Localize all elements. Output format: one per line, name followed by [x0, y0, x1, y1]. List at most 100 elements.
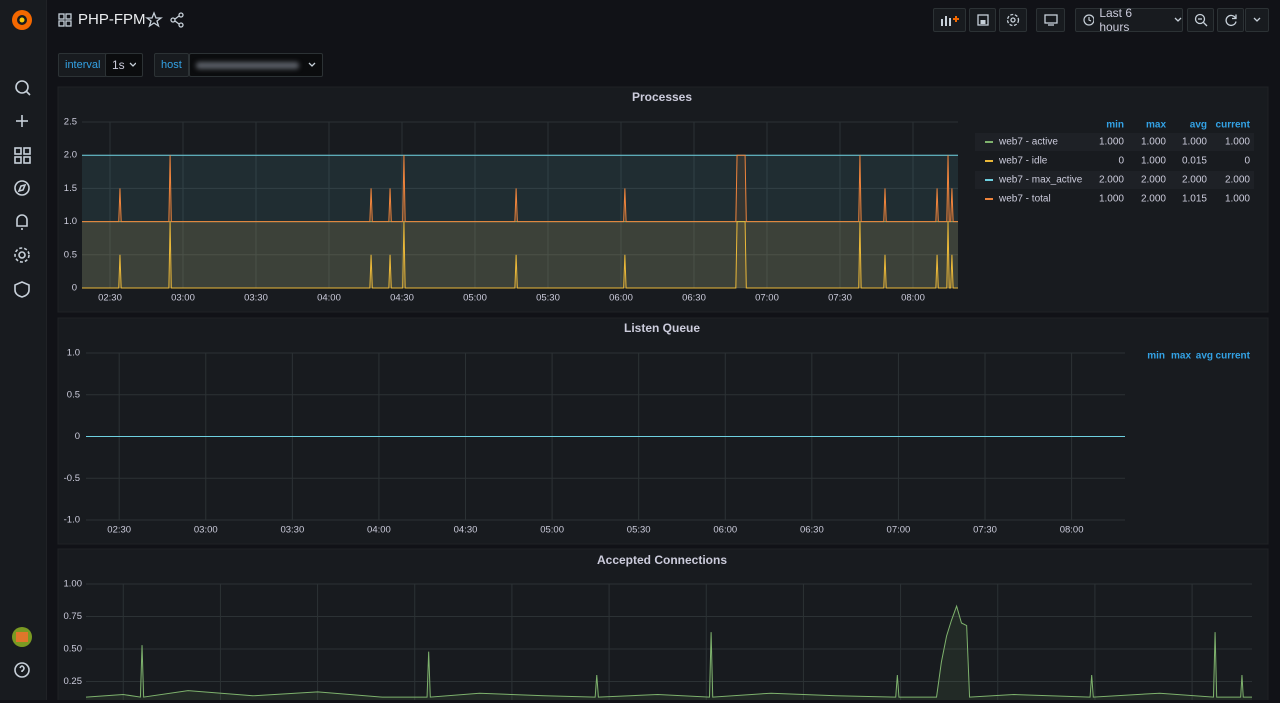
zoom-out-button[interactable] — [1187, 8, 1214, 32]
x-tick-label: 07:30 — [828, 293, 852, 304]
x-tick-label: 06:00 — [713, 525, 737, 536]
series-line — [85, 604, 1252, 698]
blurred-value — [196, 61, 299, 69]
x-tick-label: 07:00 — [887, 525, 911, 536]
refresh-interval-button[interactable] — [1245, 8, 1269, 32]
legend-value: 2.000 — [1182, 175, 1207, 186]
y-tick-label: -0.5 — [64, 473, 80, 484]
add-panel-icon — [940, 16, 959, 26]
share-icon[interactable] — [170, 12, 184, 28]
search-icon[interactable] — [15, 80, 31, 96]
y-tick-label: 1.0 — [67, 348, 80, 359]
x-tick-label: 06:30 — [682, 293, 706, 304]
legend-value: 1.015 — [1182, 194, 1207, 205]
legend-label: web7 - max_active — [998, 175, 1083, 186]
chevron — [308, 62, 315, 67]
legend-row — [975, 171, 1254, 189]
clock-icon — [1083, 14, 1095, 26]
legend-value: 2.000 — [1141, 175, 1166, 186]
area — [82, 221, 958, 288]
x-tick-label: 02:30 — [98, 293, 122, 304]
variable-dropdown[interactable]: 1s — [105, 53, 143, 77]
legend-label: web7 - idle — [998, 156, 1048, 167]
y-tick-label: 1.00 — [64, 579, 83, 590]
x-tick-label: 04:00 — [367, 525, 391, 536]
x-tick-label: 06:30 — [800, 525, 824, 536]
sidebar — [0, 0, 47, 700]
dashboard-title[interactable]: PHP-FPM — [78, 11, 146, 28]
legend-column-header: avg — [1190, 120, 1207, 131]
y-tick-label: 2.5 — [64, 117, 77, 128]
x-tick-label: 05:00 — [463, 293, 487, 304]
x-tick-label: 08:00 — [1060, 525, 1084, 536]
help-icon[interactable] — [14, 662, 30, 678]
x-tick-label: 05:00 — [540, 525, 564, 536]
refresh-icon — [1224, 14, 1237, 27]
zoom-out-icon — [1194, 13, 1207, 27]
variable-dropdown[interactable] — [189, 53, 323, 77]
x-tick-label: 07:30 — [973, 525, 997, 536]
x-tick-label: 03:00 — [194, 525, 218, 536]
user-avatar[interactable] — [12, 627, 32, 647]
y-tick-label: 0.5 — [64, 249, 77, 260]
series-line — [82, 154, 958, 223]
legend-value: 1.000 — [1099, 137, 1124, 148]
panel-title: Processes — [632, 90, 692, 104]
x-tick-label: 05:30 — [627, 525, 651, 536]
add-panel-button[interactable] — [933, 8, 966, 32]
config-icon[interactable] — [14, 247, 30, 263]
panel-title: Accepted Connections — [597, 553, 727, 567]
tv-icon — [1043, 14, 1058, 26]
legend-column-header: max — [1146, 120, 1166, 131]
dashboards-icon[interactable] — [14, 147, 31, 164]
y-tick-label: 1.0 — [64, 216, 77, 227]
y-tick-label: 0.75 — [64, 611, 83, 622]
time-range: Last 6 hours — [1099, 6, 1133, 34]
legend-value: 1.000 — [1141, 137, 1166, 148]
grafana-logo[interactable] — [12, 10, 32, 30]
sidebar-icons — [12, 10, 32, 678]
x-tick-label: 07:00 — [755, 293, 779, 304]
legend-value: 0.015 — [1182, 156, 1207, 167]
legend-row — [975, 133, 1254, 151]
panel — [57, 548, 1269, 700]
series-line — [82, 221, 958, 289]
shield-icon[interactable] — [14, 281, 30, 298]
y-tick-label: 0.25 — [64, 676, 83, 687]
legend-column-header: max — [1171, 351, 1191, 362]
create-icon[interactable] — [16, 115, 28, 127]
settings-icon — [1006, 13, 1020, 27]
legend-value: 1.000 — [1099, 194, 1124, 205]
legend-value: 2.000 — [1141, 194, 1166, 205]
x-tick-label: 04:00 — [317, 293, 341, 304]
legend-label: web7 - total — [998, 194, 1051, 205]
refresh-button[interactable] — [1217, 8, 1244, 32]
alerting-icon[interactable] — [16, 214, 28, 230]
legend-value: 1.000 — [1225, 137, 1250, 148]
y-tick-label: 1.5 — [64, 183, 77, 194]
legend-value: 1.000 — [1141, 156, 1166, 167]
time-picker[interactable]: Last 6 hours — [1075, 6, 1183, 34]
legend-column-header: min — [1106, 120, 1124, 131]
x-tick-label: 04:30 — [390, 293, 414, 304]
title-actions — [145, 11, 184, 28]
explore-icon[interactable] — [14, 180, 30, 196]
x-tick-label: 03:30 — [280, 525, 304, 536]
legend-column-header: min — [1147, 351, 1165, 362]
settings-button[interactable] — [999, 8, 1027, 32]
star-icon[interactable] — [145, 11, 163, 28]
legend-column-header: current — [1216, 351, 1251, 362]
save-button[interactable] — [969, 8, 996, 32]
variable-label: host — [154, 53, 189, 77]
y-tick-label: 0 — [75, 431, 80, 442]
area — [82, 221, 958, 288]
y-tick-label: 2.0 — [64, 150, 77, 161]
y-tick-label: 0 — [72, 283, 77, 294]
panel — [57, 317, 1269, 545]
legend-value: 0 — [1118, 156, 1124, 167]
x-tick-label: 02:30 — [107, 525, 131, 536]
tv-mode-button[interactable] — [1036, 8, 1065, 32]
x-tick-label: 04:30 — [454, 525, 478, 536]
legend-value: 1.000 — [1182, 137, 1207, 148]
